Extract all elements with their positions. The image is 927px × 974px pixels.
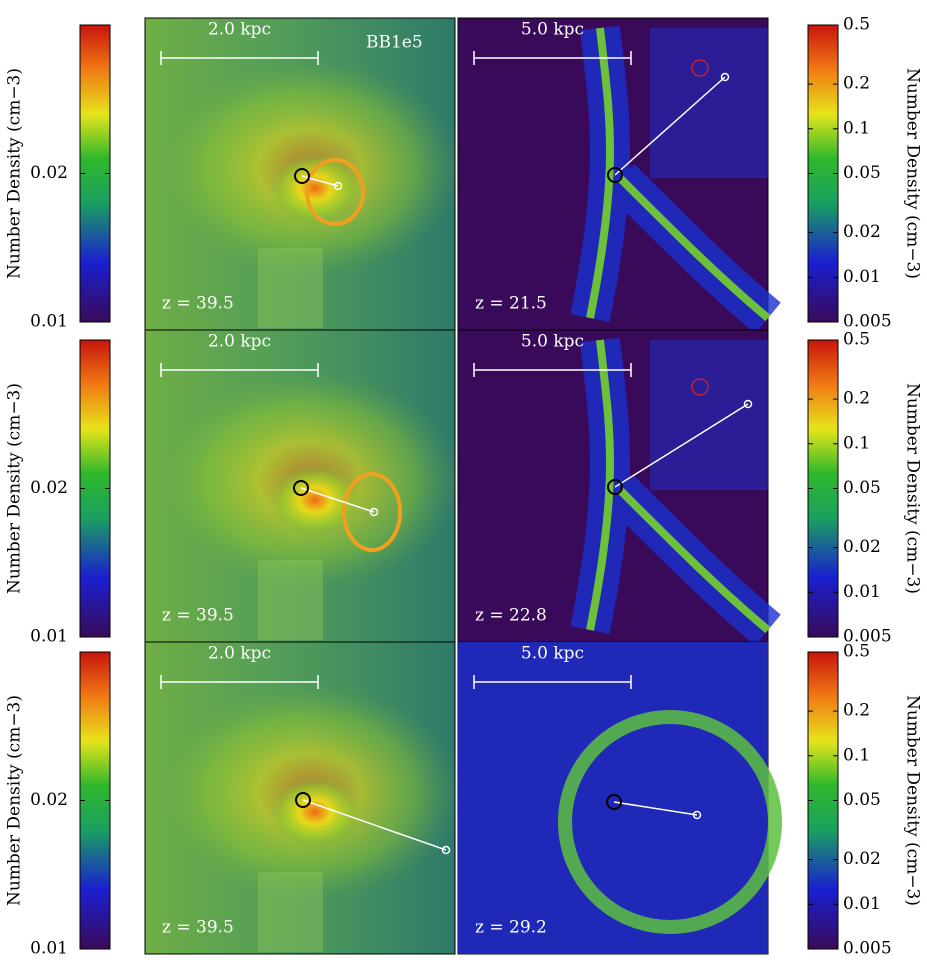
colorbar-tick-label: 0.01	[30, 939, 68, 959]
scale-bar-label: 2.0 kpc	[208, 644, 271, 664]
colorbar-label: Number Density (cm−3)	[903, 695, 923, 906]
halo-marker	[606, 794, 622, 810]
colorbar-tick-label: 0.005	[843, 312, 892, 332]
colorbar-tick-label: 0.02	[843, 222, 881, 242]
colorbar-tick-label: 0.005	[843, 939, 892, 959]
figure-title: BB1e5	[366, 33, 423, 53]
colorbar-tick-label: 0.5	[843, 330, 870, 350]
colorbar-tick-label: 0.1	[843, 118, 870, 138]
halo-marker	[607, 167, 623, 183]
colorbar-tick-label: 0.01	[843, 267, 881, 287]
colorbar-tick-label: 0.1	[843, 433, 870, 453]
colorbar-tick-label: 0.5	[843, 642, 870, 662]
colorbar-tick-label: 0.2	[843, 389, 870, 409]
redshift-label: z = 22.8	[475, 606, 547, 626]
colorbar-tick-label: 0.02	[30, 790, 68, 810]
distance-arrow	[302, 799, 447, 851]
colorbar-tick-label: 0.02	[30, 163, 68, 183]
filament-core	[586, 27, 771, 322]
target-marker	[720, 72, 730, 82]
redshift-label: z = 39.5	[162, 294, 234, 314]
scale-bar-label: 5.0 kpc	[521, 332, 584, 352]
scale-bar-label: 2.0 kpc	[208, 332, 271, 352]
colorbar-tick-label: 0.02	[30, 478, 68, 498]
gas-core	[270, 153, 360, 223]
colorbar-tick-label: 0.01	[843, 582, 881, 602]
colorbar-tick-label: 0.1	[843, 745, 870, 765]
scale-bar	[160, 363, 319, 377]
scale-bar	[160, 675, 319, 689]
redshift-label: z = 21.5	[475, 294, 547, 314]
scale-bar	[160, 51, 319, 65]
halo-marker	[293, 480, 309, 496]
colorbar-tick-label: 0.01	[30, 627, 68, 647]
colorbar-tick-label: 0.005	[843, 627, 892, 647]
target-marker	[333, 181, 343, 191]
blue-field	[650, 28, 768, 178]
halo-marker	[607, 479, 623, 495]
halo-marker	[295, 792, 311, 808]
colorbar-label: Number Density (cm−3)	[5, 68, 25, 279]
colorbar-tick-label: 0.05	[843, 163, 881, 183]
colorbar-label: Number Density (cm−3)	[5, 383, 25, 594]
blue-field	[650, 340, 768, 490]
scale-bar-label: 5.0 kpc	[521, 644, 584, 664]
colorbar-label: Number Density (cm−3)	[903, 68, 923, 279]
colorbar-tick-label: 0.5	[843, 15, 870, 35]
distance-arrow	[300, 487, 375, 513]
scale-bar	[473, 675, 632, 689]
colorbar-tick-label: 0.05	[843, 790, 881, 810]
gas-core	[270, 777, 360, 847]
colorbar-tick-label: 0.2	[843, 74, 870, 94]
colorbar-tick-label: 0.2	[843, 701, 870, 721]
halo-marker	[294, 168, 310, 184]
distance-arrow	[613, 801, 698, 816]
cell-block	[258, 248, 323, 328]
shell-ring	[558, 710, 782, 934]
filament-core	[586, 339, 771, 634]
gas-core	[270, 465, 360, 535]
cell-block	[258, 872, 323, 952]
colorbar-tick-label: 0.05	[843, 478, 881, 498]
colorbar-tick-label: 0.01	[843, 894, 881, 914]
redshift-label: z = 39.5	[162, 606, 234, 626]
target-marker	[743, 399, 753, 409]
colorbar-label: Number Density (cm−3)	[903, 383, 923, 594]
colorbar-label: Number Density (cm−3)	[5, 695, 25, 906]
target-marker	[692, 810, 702, 820]
colorbar-tick-label: 0.01	[30, 312, 68, 332]
distance-arrow	[614, 76, 726, 176]
colorbar-tick-label: 0.02	[843, 849, 881, 869]
redshift-label: z = 39.5	[162, 918, 234, 938]
distance-arrow	[614, 403, 749, 488]
shell-ring	[342, 472, 402, 552]
scale-bar-label: 5.0 kpc	[521, 20, 584, 40]
red-marker	[691, 378, 709, 396]
shell-ring	[305, 158, 365, 226]
scale-bar	[473, 363, 632, 377]
scale-bar	[473, 51, 632, 65]
red-marker	[691, 59, 709, 77]
target-marker	[369, 507, 379, 517]
target-marker	[441, 845, 451, 855]
colorbar-tick-label: 0.02	[843, 537, 881, 557]
scale-bar-label: 2.0 kpc	[208, 20, 271, 40]
redshift-label: z = 29.2	[475, 918, 547, 938]
cell-block	[258, 560, 323, 640]
